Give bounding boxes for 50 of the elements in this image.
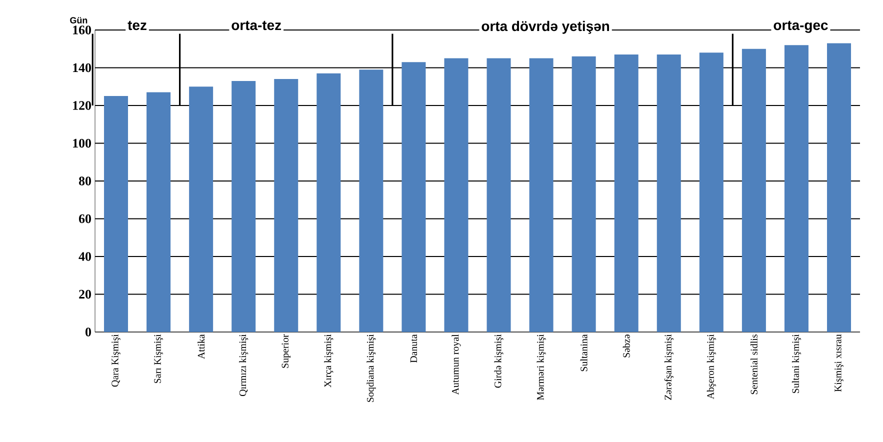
bar [699, 52, 724, 332]
bar [189, 86, 214, 332]
bar [146, 92, 171, 332]
x-tick-label: Səbzə [622, 334, 630, 358]
bar [444, 58, 468, 332]
x-tick-label: Qırmızı kişmişi [239, 334, 248, 396]
annotation: tez [128, 20, 146, 30]
x-tick-label: Sarı Kişmişi [154, 334, 163, 384]
y-tick-label: 40 [78, 252, 91, 261]
y-tick-label: 140 [73, 63, 91, 72]
annotation: orta dövrdə yetişən [482, 20, 610, 34]
bar [486, 58, 511, 332]
bar [656, 54, 681, 332]
x-tick-label: Zərəfşan kişmişi [664, 334, 674, 400]
y-tick-label: 60 [78, 214, 91, 224]
x-tick-label: Superior [282, 334, 290, 368]
y-tick-label: 80 [78, 176, 91, 186]
bar [827, 43, 852, 332]
bar [104, 96, 128, 332]
bar [232, 80, 256, 332]
x-tick-label: Soqdiana kişmişi [366, 334, 376, 402]
x-tick-label: Abşeron kişmişi [706, 334, 716, 400]
x-tick-label: Mərməri kişmişi [536, 334, 546, 400]
x-tick-label: Kişmişi xısrau [834, 334, 844, 392]
bar [529, 58, 554, 332]
y-tick-label: 160 [73, 26, 91, 34]
bar [359, 70, 384, 332]
bar [274, 79, 298, 332]
bar [572, 56, 596, 332]
bar [614, 54, 638, 332]
bar [742, 48, 766, 332]
bar [784, 45, 808, 332]
bar [316, 73, 341, 332]
x-tick-label: Attika [198, 334, 205, 359]
x-tick-label: Sultanina [580, 334, 588, 372]
x-tick-label: Danuta [410, 334, 418, 363]
y-tick-label: 20 [79, 290, 91, 299]
x-tick-label: Qara Kişmişi [112, 334, 120, 387]
x-tick-label: Girdə kişmişi [494, 334, 504, 388]
annotation: orta-tez [232, 20, 282, 30]
bar [402, 62, 426, 332]
y-axis-title: Gün [70, 17, 88, 24]
y-tick-label: 0 [86, 328, 91, 336]
x-tick-label: Autumun royal [452, 334, 461, 395]
annotation: orta-gec [774, 20, 828, 33]
y-tick-label: 100 [73, 138, 91, 148]
x-tick-label: Sultani kişmişi [792, 334, 801, 394]
y-tick-label: 120 [73, 101, 91, 110]
x-tick-label: Sentenial sidlis [750, 334, 758, 394]
x-tick-label: Xırça kişmişi [324, 334, 334, 388]
